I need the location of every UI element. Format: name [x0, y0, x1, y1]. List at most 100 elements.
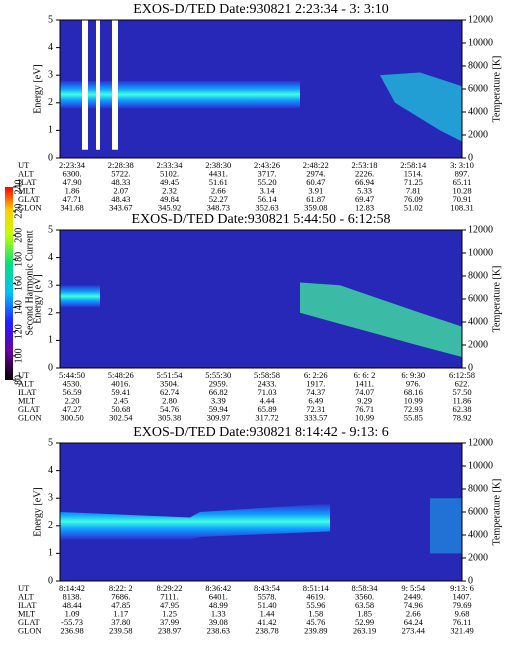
- y-tick-label: 1: [48, 125, 53, 136]
- table-cell: 8:58:34: [352, 583, 379, 593]
- y-tick-label: 0: [48, 575, 53, 586]
- table-cell: 8:14:42: [59, 583, 85, 593]
- band: [300, 282, 462, 357]
- table-cell: 51.02: [404, 202, 423, 212]
- table-cell: 6:12:58: [449, 370, 475, 380]
- table-cell: 236.98: [60, 625, 83, 635]
- table-cell: 4431.: [209, 168, 228, 178]
- table-cell: 47.90: [62, 177, 81, 187]
- table-cell: 74.07: [355, 387, 374, 397]
- band: [430, 498, 462, 554]
- table-cell: 8:51:14: [303, 583, 330, 593]
- table-cell: 71.03: [257, 387, 276, 397]
- y2-tick-label: 10000: [468, 460, 493, 471]
- row-label: ALT: [18, 378, 35, 388]
- y2-tick-label: 0: [468, 152, 473, 163]
- table-cell: 37.99: [160, 617, 179, 627]
- table-cell: 48.44: [62, 600, 82, 610]
- table-cell: 56.59: [62, 387, 81, 397]
- table-cell: 1.58: [308, 608, 323, 618]
- y-tick-label: 1: [48, 335, 53, 346]
- table-cell: 68.16: [404, 387, 423, 397]
- table-cell: 52.27: [209, 194, 228, 204]
- table-cell: 78.92: [452, 412, 471, 422]
- y2-tick-label: 6000: [468, 293, 488, 304]
- colorbar-tick-label: 80: [13, 375, 24, 385]
- table-cell: 5:44:50: [59, 370, 85, 380]
- table-cell: 309.97: [207, 412, 230, 422]
- colorbar-tick-label: 180: [13, 252, 24, 267]
- y2-tick-label: 8000: [468, 483, 488, 494]
- table-cell: 70.91: [452, 194, 471, 204]
- table-cell: 9.29: [357, 395, 372, 405]
- table-cell: 2.20: [65, 395, 80, 405]
- table-cell: 3: 3:10: [450, 160, 474, 170]
- table-cell: 321.49: [450, 625, 473, 635]
- table-cell: 45.76: [306, 617, 325, 627]
- table-cell: 343.67: [109, 202, 132, 212]
- y2-tick-label: 12000: [468, 437, 493, 448]
- y-tick-label: 4: [48, 42, 53, 53]
- table-cell: 60.47: [306, 177, 325, 187]
- table-cell: 50.68: [111, 404, 130, 414]
- y-tick-label: 3: [48, 279, 53, 290]
- y-tick-label: 3: [48, 69, 53, 80]
- y2-tick-label: 12000: [468, 224, 493, 235]
- table-cell: 47.85: [111, 600, 130, 610]
- table-cell: 8:29:22: [157, 583, 183, 593]
- table-cell: 238.78: [255, 625, 278, 635]
- table-cell: 5722.: [111, 168, 130, 178]
- y2-tick-label: 0: [468, 575, 473, 586]
- row-label: MLT: [18, 185, 36, 195]
- table-cell: 48.43: [111, 194, 130, 204]
- table-cell: 239.58: [109, 625, 132, 635]
- table-cell: 3717.: [257, 168, 276, 178]
- table-cell: 37.80: [111, 617, 130, 627]
- y2-tick-label: 2000: [468, 129, 488, 140]
- table-cell: 1.25: [162, 608, 177, 618]
- table-cell: 6401.: [209, 591, 228, 601]
- table-cell: 239.89: [304, 625, 327, 635]
- table-cell: 72.93: [404, 404, 423, 414]
- table-cell: 2449.: [404, 591, 423, 601]
- row-label: GLON: [18, 625, 42, 635]
- table-cell: 51.40: [257, 600, 276, 610]
- table-cell: 39.08: [209, 617, 228, 627]
- row-label: ILAT: [18, 600, 37, 610]
- table-cell: 10.99: [355, 412, 374, 422]
- y2-axis-label: Temperature [K]: [491, 479, 502, 546]
- y2-tick-label: 2000: [468, 339, 488, 350]
- table-cell: 4.44: [260, 395, 276, 405]
- table-cell: 49.84: [160, 194, 180, 204]
- table-cell: 41.42: [257, 617, 276, 627]
- row-label: MLT: [18, 395, 36, 405]
- table-cell: 6.49: [308, 395, 323, 405]
- table-cell: 341.68: [60, 202, 83, 212]
- table-cell: 2:38:30: [205, 160, 231, 170]
- table-cell: 52.99: [355, 617, 374, 627]
- table-cell: 76.09: [404, 194, 423, 204]
- y-tick-label: 5: [48, 14, 53, 25]
- y2-tick-label: 10000: [468, 37, 493, 48]
- colorbar-tick-label: 120: [13, 324, 24, 339]
- table-cell: 11.86: [453, 395, 472, 405]
- table-cell: 66.94: [355, 177, 375, 187]
- y-tick-label: 2: [48, 97, 53, 108]
- table-cell: 65.11: [453, 177, 472, 187]
- y-tick-label: 4: [48, 465, 53, 476]
- row-label: GLAT: [18, 404, 41, 414]
- table-cell: 48.33: [111, 177, 130, 187]
- y-tick-label: 4: [48, 252, 53, 263]
- table-cell: 1.44: [260, 608, 276, 618]
- y-axis-label: Energy [eV]: [32, 64, 43, 114]
- table-cell: 54.76: [160, 404, 179, 414]
- y2-tick-label: 6000: [468, 506, 488, 517]
- table-cell: 1.86: [65, 185, 80, 195]
- table-cell: 2:58:14: [400, 160, 427, 170]
- y2-tick-label: 4000: [468, 529, 488, 540]
- table-cell: 66.82: [209, 387, 228, 397]
- row-label: UT: [18, 370, 30, 380]
- table-cell: 2959.: [209, 378, 228, 388]
- table-cell: 1514.: [404, 168, 423, 178]
